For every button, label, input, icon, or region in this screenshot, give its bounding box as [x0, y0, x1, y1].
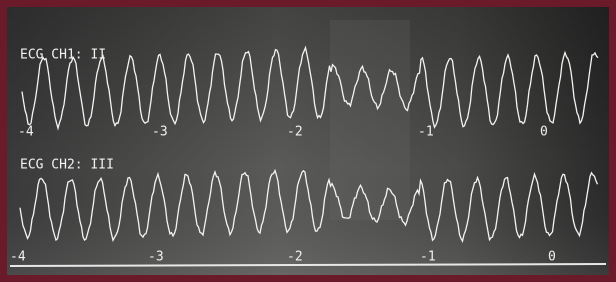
time-tick-label: -1 [418, 125, 434, 140]
time-tick-label: -1 [420, 250, 436, 265]
time-tick-label: -2 [287, 125, 303, 140]
monitor-photo: ECG CH1: II -4 -3 -2 -1 0 ECG CH2: III -4 -3 -2 -1… [0, 0, 616, 282]
time-tick-label: -2 [287, 250, 303, 265]
page: ECG CH1: II -4 -3 -2 -1 0 ECG CH2: III -4 -3 -2 -1… [0, 0, 616, 282]
time-tick-label: 0 [540, 125, 548, 140]
reflection [330, 20, 410, 220]
time-tick-label: -3 [152, 125, 168, 140]
time-tick-label: -3 [148, 250, 164, 265]
time-tick-label: -4 [10, 250, 26, 265]
time-tick-label: 0 [548, 250, 556, 265]
channel-label: ECG CH2: III [20, 158, 114, 173]
channel-label: ECG CH1: II [20, 48, 106, 63]
time-tick-label: -4 [18, 125, 34, 140]
